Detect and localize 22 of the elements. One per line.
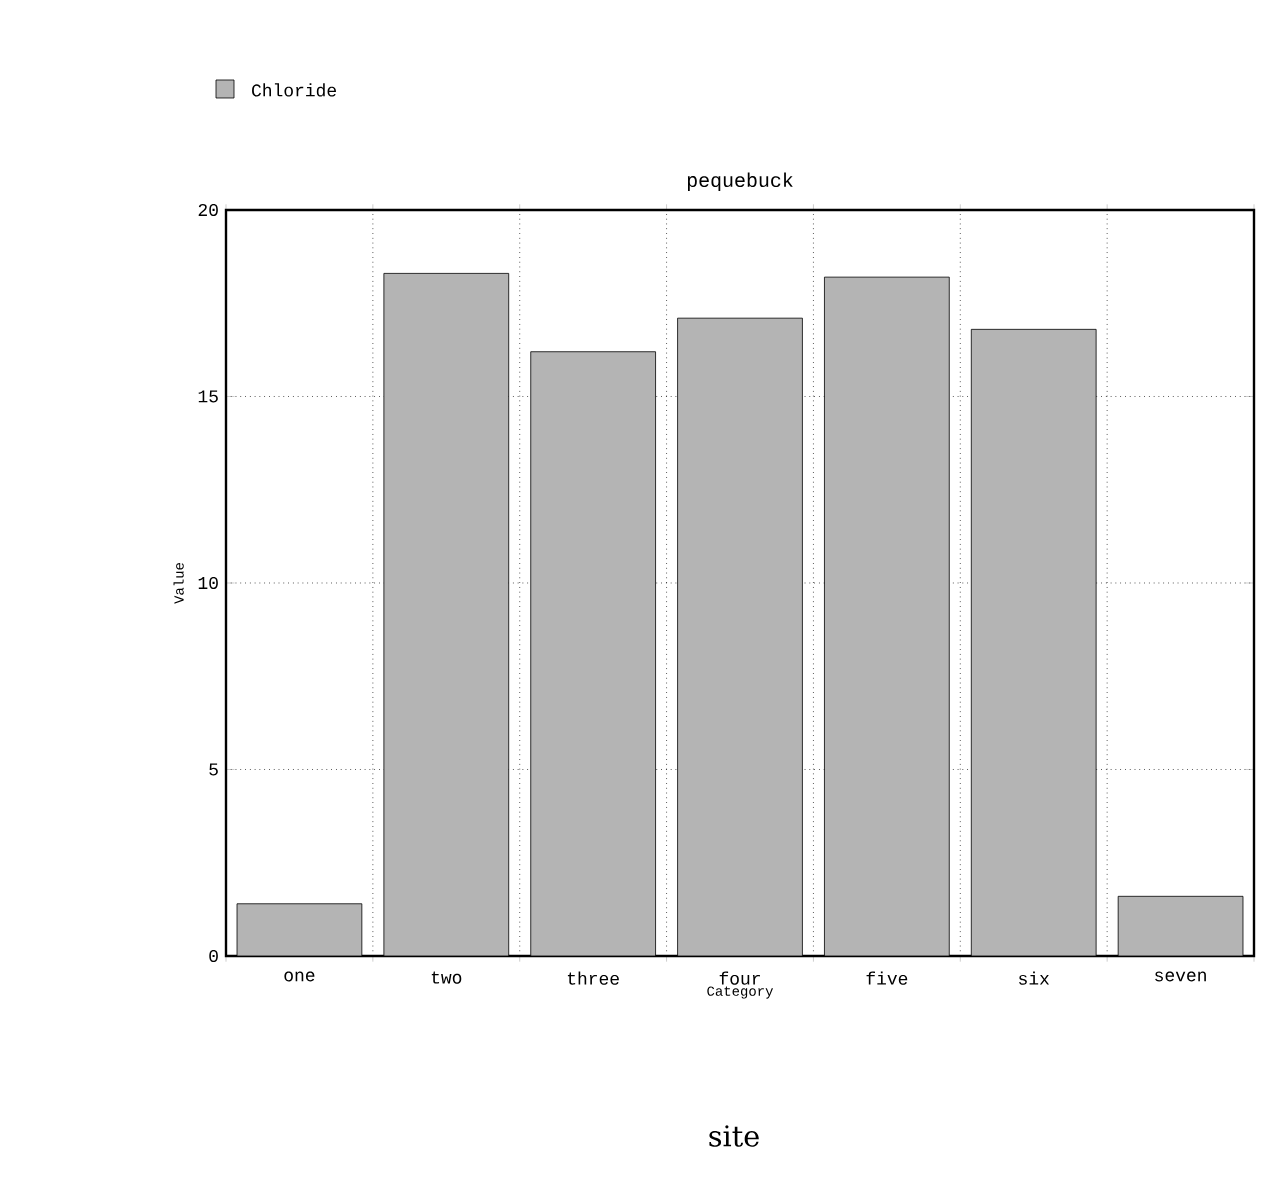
bar (677, 318, 803, 956)
x-tick-label: four (719, 971, 760, 985)
bar (383, 273, 509, 956)
y-tick-label: 20 (198, 203, 218, 217)
x-tick-label: three (567, 971, 619, 985)
x-tick-label: six (1019, 971, 1050, 985)
text: site (709, 1125, 759, 1147)
chart-title: pequebuck (687, 172, 793, 191)
bar (1117, 895, 1244, 956)
y-tick-label: 5 (209, 763, 218, 776)
bar (971, 329, 1097, 956)
bar (237, 903, 362, 956)
x-tick-label: seven (1155, 971, 1206, 982)
x-tick-label: one (284, 971, 315, 982)
bar (530, 351, 656, 956)
y-tick-label: 0 (209, 949, 218, 963)
bar (824, 277, 950, 956)
y-tick-label: 15 (198, 390, 218, 403)
text: Chloride (252, 83, 336, 97)
x-tick-label: five (866, 971, 908, 985)
x-tick-label: two (431, 971, 462, 984)
y-tick-label: 10 (198, 576, 218, 590)
